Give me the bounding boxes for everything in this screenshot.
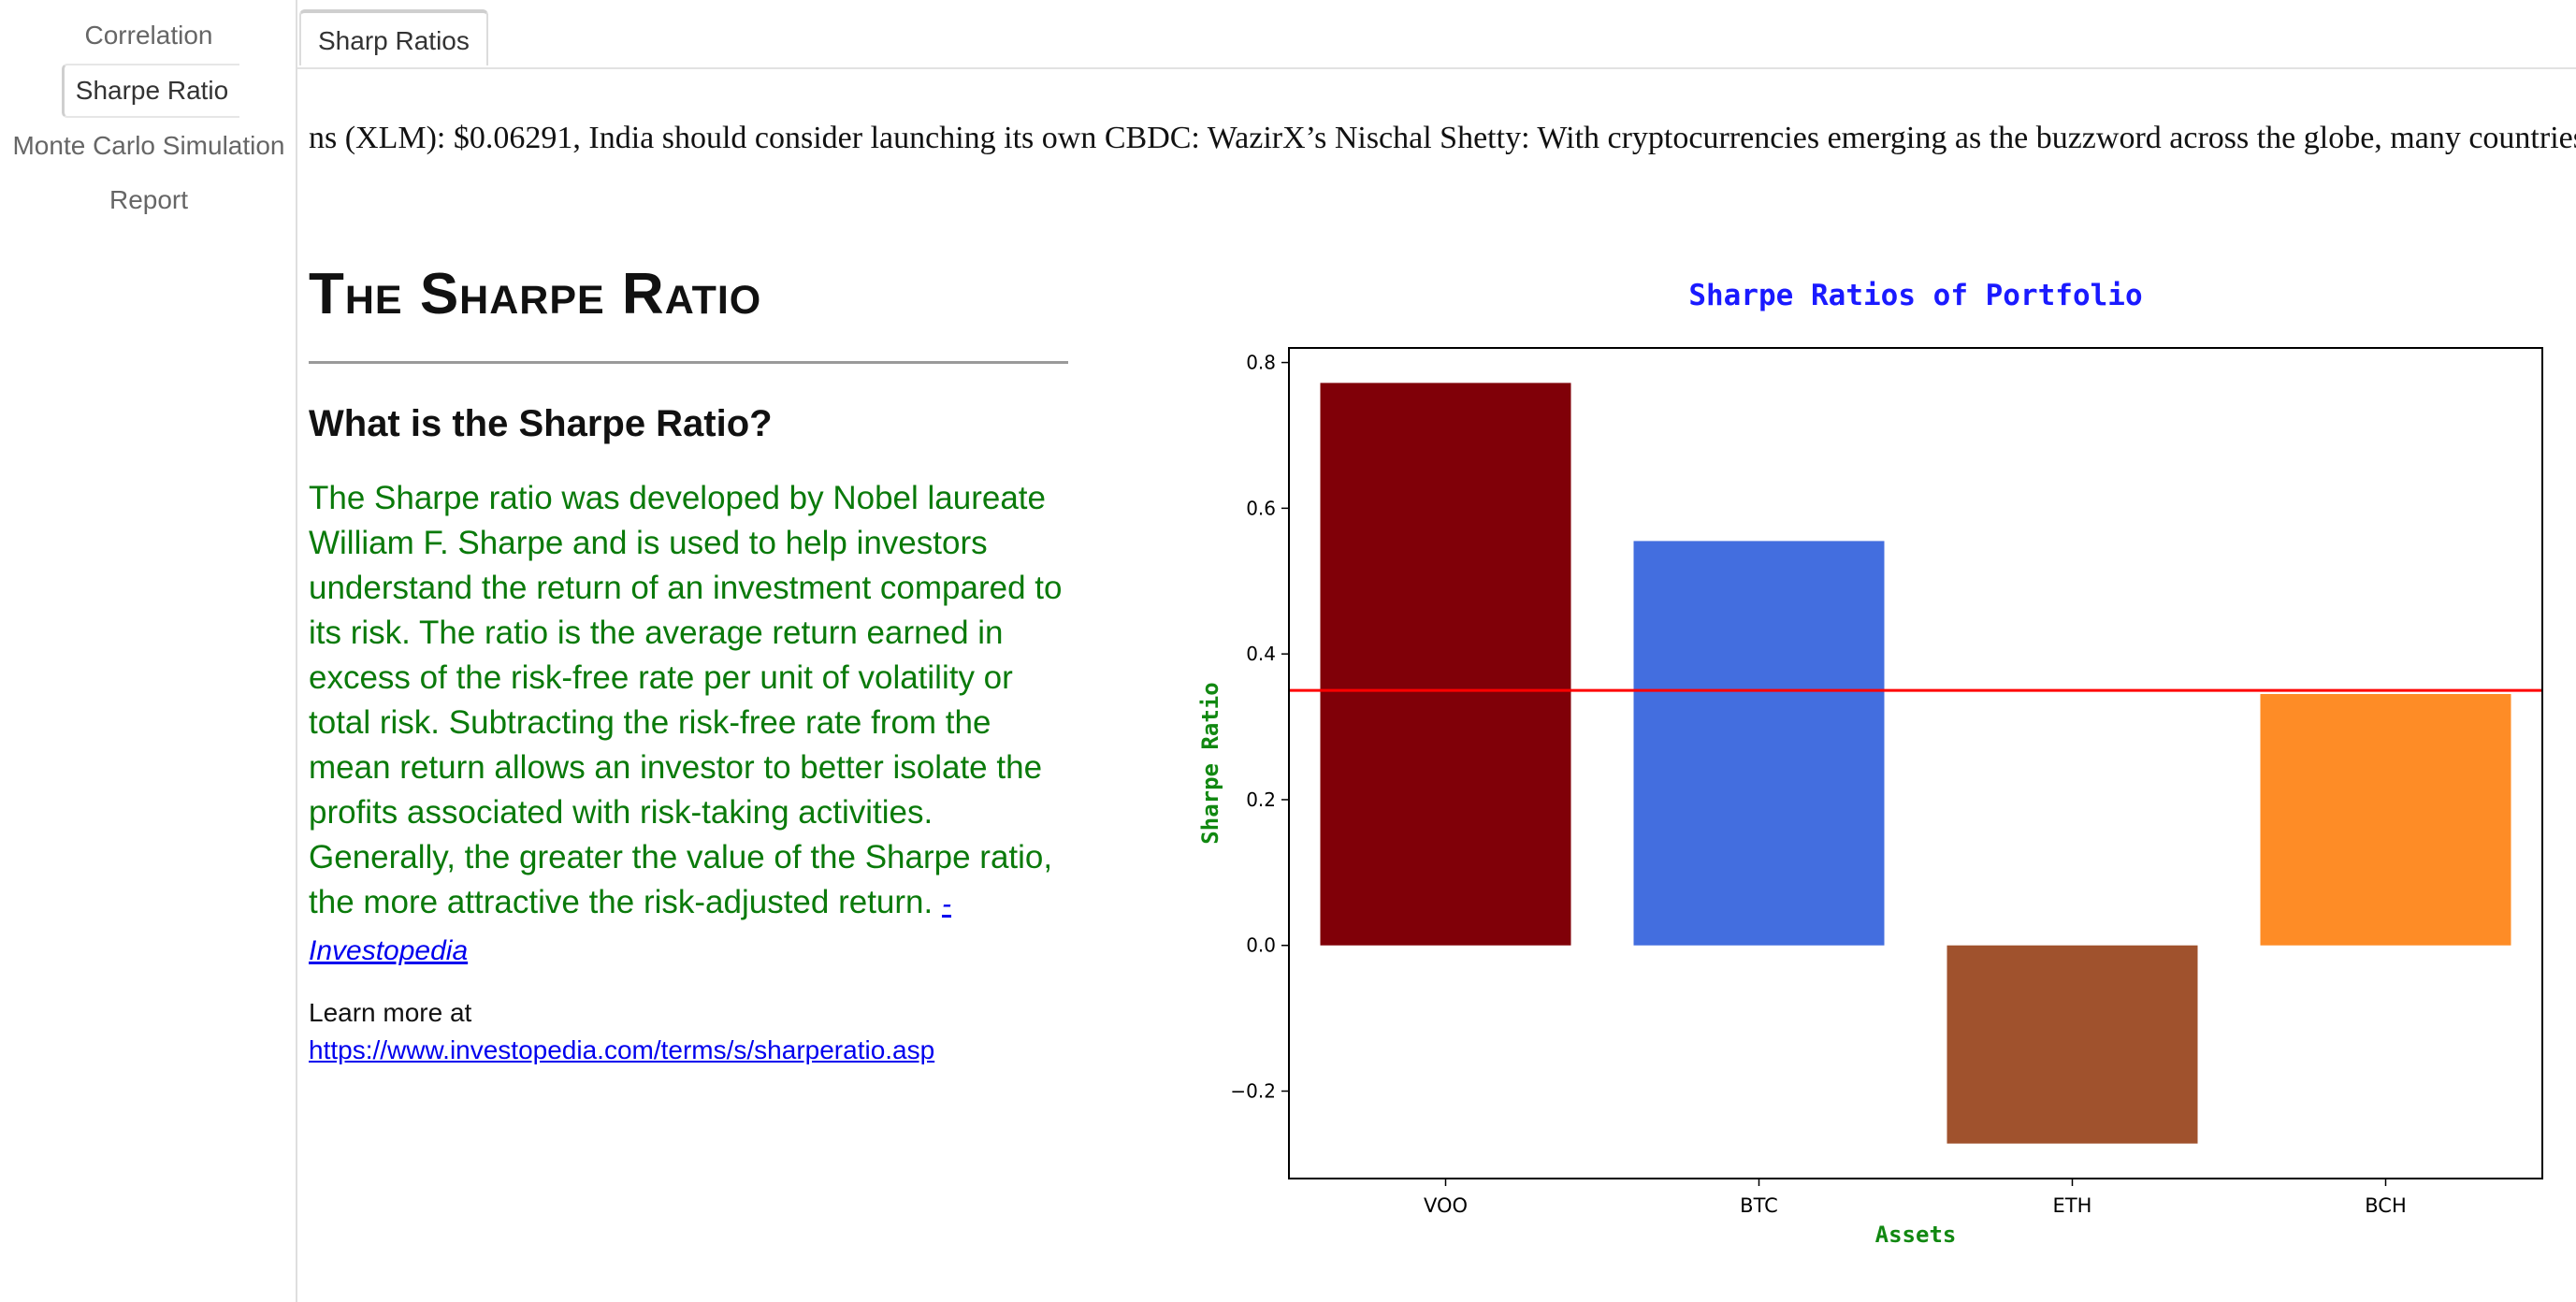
y-tick-label: 0.6 [1246,497,1276,519]
title-divider [309,361,1068,364]
nav-item-report[interactable]: Report [109,185,189,214]
x-tick-label: ETH [2053,1194,2092,1217]
bar-voo [1320,383,1571,946]
nav-item-sharpe-ratio[interactable]: Sharpe Ratio [62,64,239,118]
y-tick-label: −0.2 [1230,1080,1276,1103]
tab-bar: Sharp Ratios [297,0,2576,69]
bar-bch [2260,694,2511,946]
y-tick-label: 0.2 [1246,788,1276,811]
learn-more-prefix: Learn more at [309,998,472,1027]
description-paragraph: The Sharpe ratio was developed by Nobel … [309,476,1068,974]
investopedia-source-link[interactable]: - Investopedia [309,889,951,966]
nav-item-correlation[interactable]: Correlation [84,21,213,50]
chart-svg: Sharpe Ratios of Portfolio VOO BTC ETH BCH −0… [1197,279,2543,1248]
page-title: The Sharpe Ratio [309,262,762,326]
tab-sharp-ratios[interactable]: Sharp Ratios [299,9,488,65]
sharpe-ratio-chart: Sharpe Ratios of Portfolio VOO BTC ETH BCH −0… [1179,253,2563,1267]
y-tick-label: 0.4 [1246,643,1276,665]
bar-eth [1946,945,2198,1144]
description-text: The Sharpe ratio was developed by Nobel … [309,480,1063,920]
x-tick-label: BTC [1740,1194,1778,1217]
x-tick-label: BCH [2365,1194,2407,1217]
learn-more-link[interactable]: https://www.investopedia.com/terms/s/sha… [309,1035,935,1064]
y-tick-label: 0.8 [1246,352,1276,374]
y-axis-label: Sharpe Ratio [1197,682,1223,844]
nav-item-monte-carlo-simulation[interactable]: Monte Carlo Simulation [12,131,285,160]
plot-frame [1288,347,2543,1179]
x-axis-label: Assets [1875,1222,1957,1248]
sharpe-ratio-article: The Sharpe Ratio What is the Sharpe Rati… [309,253,1068,1069]
section-heading: What is the Sharpe Ratio? [309,403,773,444]
sidebar-nav: Correlation Sharpe Ratio Monte Carlo Sim… [0,0,297,1302]
learn-more-line: Learn more at https://www.investopedia.c… [309,994,1068,1069]
bar-btc [1633,541,1885,946]
news-ticker: ns (XLM): $0.06291, India should conside… [309,121,2576,155]
y-tick-label: 0.0 [1246,934,1276,957]
chart-title: Sharpe Ratios of Portfolio [1688,279,2142,312]
x-tick-label: VOO [1424,1194,1468,1217]
